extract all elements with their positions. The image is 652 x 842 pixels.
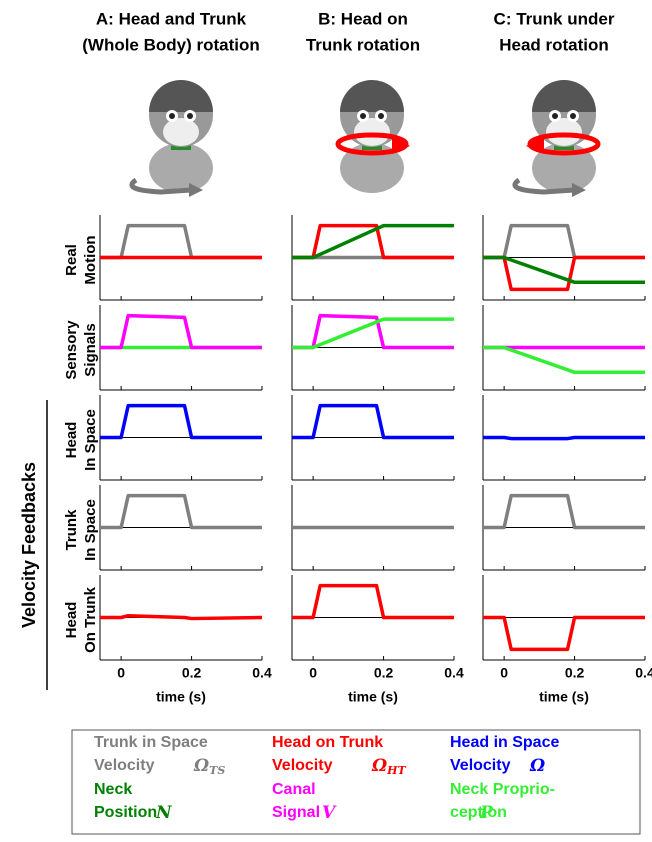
legend-symbol: P: [479, 803, 494, 823]
legend-symbol-main: V: [322, 803, 337, 823]
legend-symbol-main: Ω: [371, 756, 387, 776]
legend-label: ception: [450, 804, 507, 821]
data-line: [483, 618, 645, 650]
head-figure: [132, 80, 213, 197]
data-line: [100, 616, 262, 619]
column-title: A: Head and Trunk: [96, 9, 247, 28]
legend-symbol-main: P: [479, 803, 494, 823]
legend-symbol: ΩTS: [193, 756, 225, 778]
x-tick-label: 0.4: [635, 665, 652, 681]
illustrations: [132, 80, 598, 197]
legend-label: Neck Proprio-: [450, 781, 555, 798]
row-label: Motion: [82, 235, 99, 284]
legend-symbol-main: Ω: [193, 756, 209, 776]
legend-label: Velocity: [450, 757, 511, 774]
legend-symbol: V: [322, 803, 337, 823]
row-label: Sensory: [63, 320, 80, 380]
legend-label: Head on Trunk: [272, 734, 383, 751]
figure: A: Head and Trunk (Whole Body) rotation B:…: [0, 0, 652, 837]
row-label: Head: [63, 422, 80, 459]
legend-symbol: ΩHT: [371, 756, 407, 778]
row-label: Trunk: [63, 509, 80, 550]
legend-label: Position: [94, 804, 157, 821]
legend-label: Trunk in Space: [94, 734, 208, 751]
column-title: (Whole Body) rotation: [82, 35, 260, 54]
legend-symbol-main: Ω: [529, 756, 545, 776]
data-line: [100, 226, 262, 258]
data-line: [100, 316, 262, 348]
x-axis-label: time (s): [539, 689, 589, 705]
column-title: Trunk rotation: [306, 35, 420, 54]
row-label: In Space: [82, 499, 99, 561]
legend-symbol: N: [155, 803, 173, 823]
data-line: [483, 348, 645, 373]
data-line: [483, 496, 645, 528]
legend-symbol: Ω: [529, 756, 545, 776]
x-tick-label: 0: [117, 665, 125, 681]
legend-label: Velocity: [272, 757, 333, 774]
legend-label: Signal: [272, 804, 320, 821]
data-line: [100, 496, 262, 528]
x-tick-label: 0: [500, 665, 508, 681]
row-label: Real: [63, 244, 80, 276]
x-tick-label: 0.2: [182, 665, 202, 681]
data-line: [483, 258, 645, 290]
data-line: [483, 226, 645, 258]
row-label: On Trunk: [82, 586, 99, 652]
data-line: [100, 406, 262, 438]
legend-label: Velocity: [94, 757, 155, 774]
head-figure: [515, 80, 598, 197]
x-axis-label: time (s): [156, 689, 206, 705]
group-label: Velocity Feedbacks: [19, 462, 39, 628]
row-label: Signals: [82, 323, 99, 376]
column-title: B: Head on: [318, 9, 408, 28]
row-label: In Space: [82, 409, 99, 471]
legend-label: Canal: [272, 781, 316, 798]
legend-label: Neck: [94, 781, 132, 798]
x-tick-label: 0.4: [252, 665, 272, 681]
data-line: [483, 438, 645, 439]
column-title: C: Trunk under: [494, 9, 615, 28]
data-line: [292, 406, 454, 438]
legend-symbol-subscript: HT: [386, 764, 406, 777]
head-figure: [338, 80, 410, 193]
x-tick-label: 0.2: [565, 665, 585, 681]
x-tick-label: 0.4: [444, 665, 464, 681]
data-line: [292, 586, 454, 618]
x-tick-label: 0: [309, 665, 317, 681]
column-title: Head rotation: [499, 35, 609, 54]
legend-symbol-main: N: [155, 803, 173, 823]
x-tick-label: 0.2: [374, 665, 394, 681]
row-label: Head: [63, 602, 80, 639]
legend-symbol-subscript: TS: [209, 764, 225, 777]
x-axis-label: time (s): [348, 689, 398, 705]
legend-label: Head in Space: [450, 734, 559, 751]
